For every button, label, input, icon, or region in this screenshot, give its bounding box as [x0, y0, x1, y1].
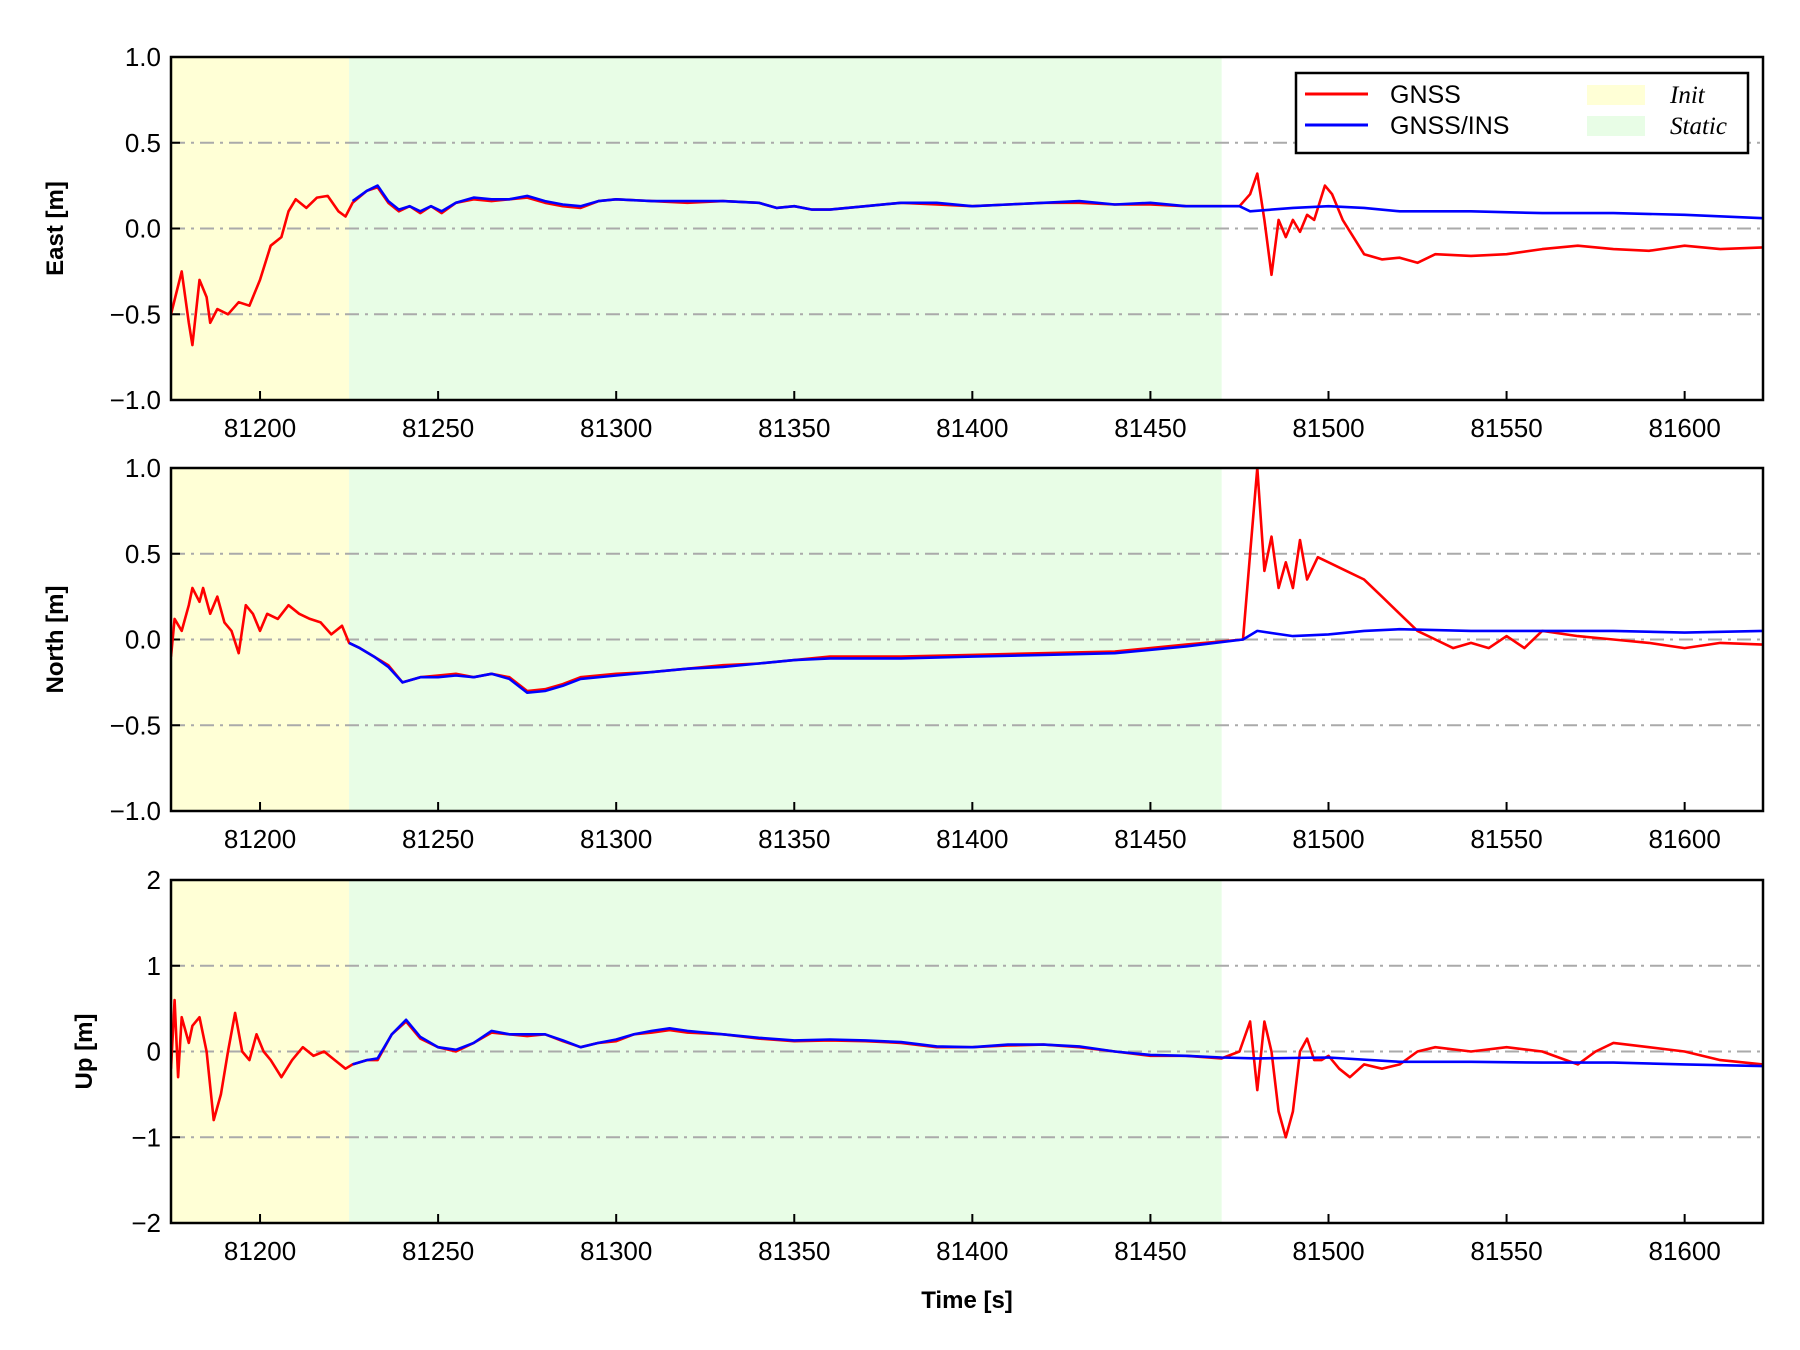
x-tick-label: 81300	[580, 413, 652, 443]
x-tick-label: 81550	[1470, 824, 1542, 854]
y-tick-label: 0.0	[125, 625, 161, 655]
y-tick-label: −2	[131, 1208, 161, 1238]
y-tick-label: 1	[147, 951, 161, 981]
x-tick-label: 81550	[1470, 413, 1542, 443]
legend: GNSS GNSS/INS Init Static	[1294, 71, 1750, 155]
x-tick-label: 81500	[1292, 413, 1364, 443]
legend-label-gnss: GNSS	[1390, 81, 1461, 109]
x-tick-label: 81500	[1292, 1236, 1364, 1266]
y-tick-label: −1	[131, 1122, 161, 1152]
y-tick-label: 0	[147, 1037, 161, 1067]
axes-frame	[169, 878, 1765, 1225]
y-tick-label: 2	[147, 865, 161, 895]
x-tick-label: 81400	[936, 824, 1008, 854]
y-tick-label: −0.5	[110, 299, 161, 329]
x-tick-label: 81250	[402, 1236, 474, 1266]
y-tick-label: −0.5	[110, 710, 161, 740]
x-tick-label: 81400	[936, 413, 1008, 443]
legend-swatch-static	[1587, 116, 1645, 136]
y-tick-label: −1.0	[110, 385, 161, 415]
legend-box	[1294, 71, 1750, 155]
x-tick-label: 81350	[758, 824, 830, 854]
x-tick-label: 81200	[224, 824, 296, 854]
y-tick-label: 0.5	[125, 128, 161, 158]
x-tick-label: 81450	[1114, 1236, 1186, 1266]
x-tick-label: 81500	[1292, 824, 1364, 854]
x-tick-label: 81600	[1648, 824, 1720, 854]
x-tick-label: 81300	[580, 824, 652, 854]
x-axis-label: Time [s]	[921, 1287, 1013, 1314]
x-tick-label: 81600	[1648, 1236, 1720, 1266]
legend-label-static: Static	[1670, 113, 1727, 140]
y-axis-label: North [m]	[42, 586, 69, 694]
y-tick-label: 0.5	[125, 539, 161, 569]
panel-up: −2 −1 0 1 2 81200 81250 81300 81350 81400 81450 815…	[71, 865, 1765, 1266]
x-tick-label: 81350	[758, 413, 830, 443]
x-tick-label: 81200	[224, 1236, 296, 1266]
axes-frame	[169, 55, 1765, 402]
x-tick-label: 81600	[1648, 413, 1720, 443]
series-gnss-ins	[351, 184, 1763, 220]
x-tick-label: 81550	[1470, 1236, 1542, 1266]
x-tick-label: 81200	[224, 413, 296, 443]
series-gnss-ins	[352, 1018, 1763, 1068]
series-gnss-ins	[348, 627, 1763, 694]
x-tick-label: 81450	[1114, 824, 1186, 854]
y-tick-label: 1.0	[125, 453, 161, 483]
panel-north: −1.0 −0.5 0.0 0.5 1.0 81200 81250 81300 81350 814…	[42, 453, 1765, 854]
legend-swatch-init	[1587, 85, 1645, 105]
legend-label-gnss-ins: GNSS/INS	[1390, 112, 1509, 140]
y-tick-label: 1.0	[125, 42, 161, 72]
x-tick-label: 81250	[402, 824, 474, 854]
x-tick-label: 81450	[1114, 413, 1186, 443]
legend-label-init: Init	[1669, 82, 1706, 109]
axes-frame	[169, 466, 1765, 813]
x-tick-label: 81400	[936, 1236, 1008, 1266]
y-tick-label: −1.0	[110, 796, 161, 826]
x-tick-label: 81250	[402, 413, 474, 443]
x-tick-label: 81300	[580, 1236, 652, 1266]
y-tick-label: 0.0	[125, 214, 161, 244]
y-axis-label: East [m]	[42, 181, 69, 276]
x-tick-label: 81350	[758, 1236, 830, 1266]
y-axis-label: Up [m]	[71, 1014, 98, 1090]
panel-east: −1.0 −0.5 0.0 0.5 1.0 81200 81250 81300 81350 814…	[42, 42, 1765, 443]
